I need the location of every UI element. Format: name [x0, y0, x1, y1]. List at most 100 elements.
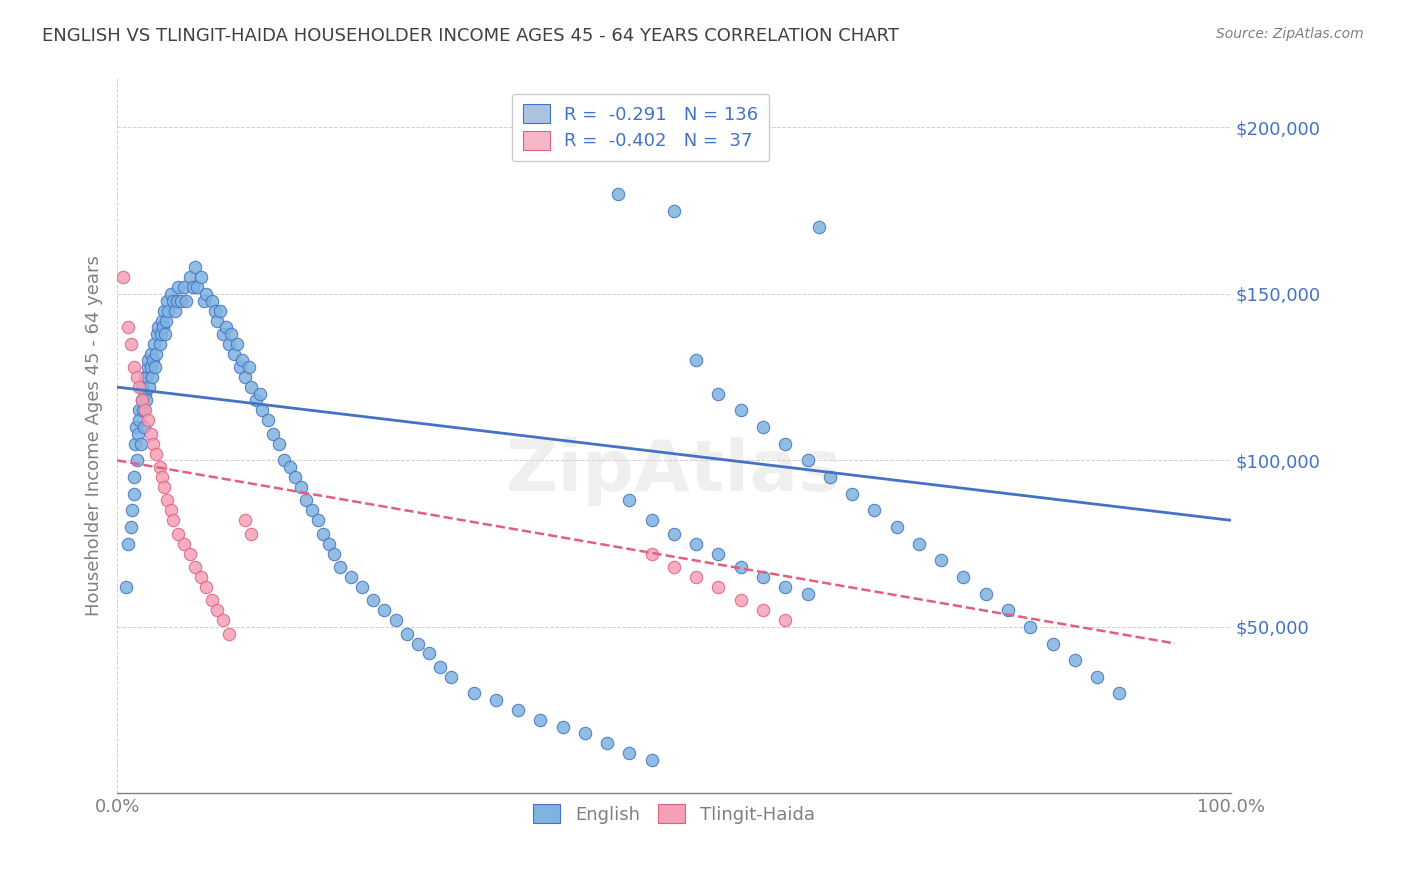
Point [139, 426, 162, 441]
Point [124, 436, 146, 450]
Point [153, 326, 176, 341]
Point [184, 260, 207, 275]
Point [662, 203, 685, 218]
Point [138, 413, 160, 427]
Point [929, 553, 952, 567]
Point [212, 326, 235, 341]
Point [775, 436, 797, 450]
Point [1108, 686, 1130, 700]
Point [173, 280, 195, 294]
Point [212, 613, 235, 627]
Point [908, 536, 931, 550]
Point [231, 353, 253, 368]
Point [134, 370, 156, 384]
Point [301, 503, 323, 517]
Point [135, 393, 157, 408]
Point [153, 480, 176, 494]
Point [117, 536, 139, 550]
Point [148, 460, 170, 475]
Point [121, 503, 143, 517]
Point [122, 470, 145, 484]
Point [775, 580, 797, 594]
Point [120, 336, 142, 351]
Point [153, 303, 176, 318]
Point [132, 403, 155, 417]
Point [278, 460, 301, 475]
Point [120, 520, 142, 534]
Point [127, 426, 149, 441]
Point [159, 286, 181, 301]
Point [974, 586, 997, 600]
Point [752, 603, 775, 617]
Point [730, 403, 752, 417]
Point [329, 560, 352, 574]
Point [143, 360, 166, 375]
Point [363, 593, 385, 607]
Point [150, 313, 173, 327]
Point [267, 436, 290, 450]
Point [184, 560, 207, 574]
Text: Source: ZipAtlas.com: Source: ZipAtlas.com [1216, 27, 1364, 41]
Point [775, 613, 797, 627]
Point [142, 436, 165, 450]
Legend: English, Tlingit-Haida: English, Tlingit-Haida [523, 793, 825, 834]
Point [179, 270, 201, 285]
Point [139, 347, 162, 361]
Point [796, 586, 818, 600]
Point [250, 403, 273, 417]
Point [607, 186, 630, 201]
Point [307, 513, 329, 527]
Point [284, 470, 307, 484]
Point [145, 447, 167, 461]
Point [201, 593, 224, 607]
Point [245, 393, 267, 408]
Point [207, 603, 229, 617]
Point [117, 320, 139, 334]
Point [529, 713, 551, 727]
Point [574, 726, 596, 740]
Point [395, 626, 418, 640]
Point [295, 493, 318, 508]
Point [128, 380, 150, 394]
Point [136, 370, 159, 384]
Point [685, 570, 707, 584]
Point [186, 280, 208, 294]
Point [166, 293, 188, 308]
Point [190, 570, 212, 584]
Point [195, 286, 218, 301]
Point [145, 347, 167, 361]
Point [167, 280, 190, 294]
Point [1063, 653, 1085, 667]
Point [174, 293, 197, 308]
Point [173, 536, 195, 550]
Point [148, 320, 170, 334]
Point [129, 436, 152, 450]
Point [233, 513, 256, 527]
Point [1042, 636, 1064, 650]
Point [807, 220, 830, 235]
Point [239, 380, 262, 394]
Point [340, 570, 363, 584]
Point [863, 503, 886, 517]
Point [997, 603, 1019, 617]
Point [149, 326, 172, 341]
Point [886, 520, 908, 534]
Point [662, 560, 685, 574]
Point [127, 370, 149, 384]
Point [139, 360, 162, 375]
Point [131, 393, 153, 408]
Point [1085, 670, 1108, 684]
Point [506, 703, 529, 717]
Point [440, 670, 463, 684]
Point [640, 547, 662, 561]
Point [131, 380, 153, 394]
Point [141, 370, 163, 384]
Point [619, 493, 641, 508]
Point [125, 420, 148, 434]
Point [685, 536, 707, 550]
Point [134, 386, 156, 401]
Y-axis label: Householder Income Ages 45 - 64 years: Householder Income Ages 45 - 64 years [86, 255, 103, 615]
Point [730, 593, 752, 607]
Point [165, 303, 187, 318]
Point [418, 647, 440, 661]
